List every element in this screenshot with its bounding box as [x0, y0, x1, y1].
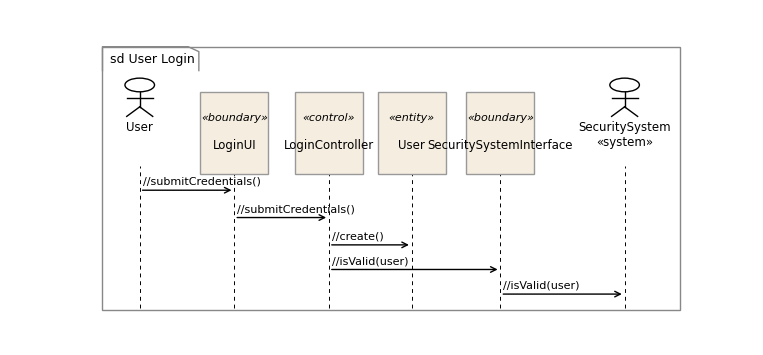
Text: «control»: «control»: [303, 113, 356, 123]
Text: «system»: «system»: [596, 136, 653, 148]
Text: LoginUI: LoginUI: [213, 138, 256, 152]
Text: «boundary»: «boundary»: [467, 113, 534, 123]
FancyBboxPatch shape: [295, 92, 363, 174]
Text: SecuritySystemInterface: SecuritySystemInterface: [428, 138, 573, 152]
Text: //isValid(user): //isValid(user): [504, 281, 580, 291]
Text: User: User: [127, 120, 153, 133]
Text: sd User Login: sd User Login: [110, 53, 195, 66]
Text: //create(): //create(): [332, 231, 384, 242]
Text: «entity»: «entity»: [388, 113, 435, 123]
Text: SecuritySystem: SecuritySystem: [578, 120, 671, 133]
Text: «boundary»: «boundary»: [201, 113, 268, 123]
Text: //isValid(user): //isValid(user): [332, 256, 408, 266]
FancyBboxPatch shape: [378, 92, 446, 174]
Text: User: User: [398, 138, 425, 152]
Text: //submitCredentials(): //submitCredentials(): [143, 177, 260, 187]
Text: LoginController: LoginController: [284, 138, 374, 152]
Text: //submitCredentials(): //submitCredentials(): [237, 204, 355, 214]
FancyBboxPatch shape: [466, 92, 534, 174]
FancyBboxPatch shape: [201, 92, 269, 174]
